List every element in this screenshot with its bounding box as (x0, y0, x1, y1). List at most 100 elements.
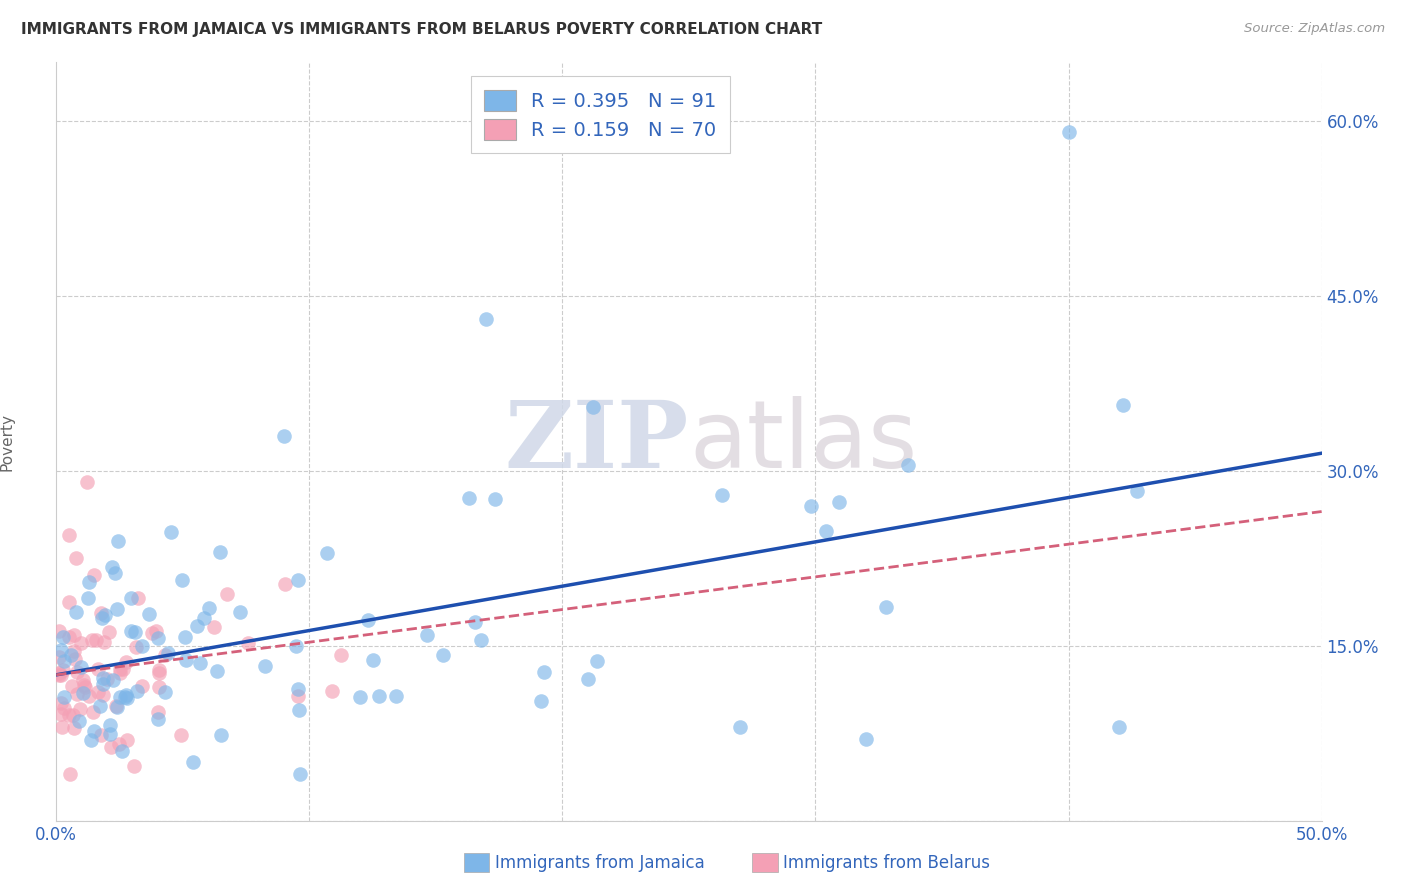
Point (153, 648, 176, 662)
Point (58, 708, 80, 723)
Point (1112, 398, 1135, 412)
Point (115, 655, 138, 669)
Point (125, 683, 148, 698)
Point (101, 560, 124, 574)
Point (51, 720, 73, 734)
Point (90, 728, 112, 742)
Point (69, 714, 91, 728)
Point (115, 688, 138, 702)
Point (146, 712, 169, 726)
Text: Immigrants from Belarus: Immigrants from Belarus (783, 854, 990, 871)
Point (69, 659, 91, 673)
Point (93, 676, 115, 690)
Point (131, 679, 153, 693)
Point (273, 428, 295, 442)
Point (484, 491, 506, 506)
Point (49, 706, 72, 721)
Point (148, 680, 170, 694)
Point (105, 699, 128, 714)
Point (457, 491, 479, 505)
Point (53, 701, 76, 715)
Point (470, 632, 492, 647)
Point (114, 690, 136, 704)
Point (316, 546, 339, 560)
Point (52, 654, 75, 668)
Point (48, 668, 70, 682)
Point (120, 624, 142, 638)
Point (60, 679, 83, 693)
Point (72, 685, 94, 699)
Point (287, 681, 309, 696)
Legend: R = 0.395   N = 91, R = 0.159   N = 70: R = 0.395 N = 91, R = 0.159 N = 70 (471, 76, 730, 153)
Point (115, 690, 138, 705)
Point (91, 611, 114, 625)
Point (828, 495, 851, 509)
Point (63, 651, 86, 665)
Point (186, 619, 208, 633)
Point (530, 694, 553, 708)
Point (73, 680, 96, 694)
Point (96, 672, 118, 686)
Point (79, 732, 101, 747)
Point (153, 685, 176, 699)
Point (91, 671, 114, 685)
Point (48, 666, 70, 681)
Point (288, 703, 311, 717)
Point (357, 613, 380, 627)
Point (58, 595, 80, 609)
Point (122, 758, 145, 772)
Point (63, 721, 86, 735)
Point (53, 690, 76, 705)
Point (193, 610, 215, 624)
Point (576, 672, 599, 686)
Point (94, 608, 117, 623)
Point (69, 702, 91, 716)
Point (198, 600, 221, 615)
Point (127, 591, 149, 606)
Point (52, 631, 75, 645)
Point (58, 631, 80, 645)
Point (176, 652, 198, 666)
Point (464, 615, 486, 630)
Point (104, 566, 127, 580)
Point (70, 636, 93, 650)
Point (89, 699, 111, 714)
Point (287, 573, 309, 587)
Point (51, 642, 73, 657)
Point (82, 705, 104, 719)
Point (800, 499, 823, 513)
Point (62, 708, 84, 723)
Point (108, 665, 131, 680)
Point (432, 648, 454, 662)
Point (181, 755, 204, 769)
Point (170, 728, 193, 742)
Point (105, 601, 128, 615)
Point (66, 665, 89, 679)
Point (288, 767, 311, 781)
Point (145, 624, 167, 638)
Point (108, 662, 131, 676)
Text: ZIP: ZIP (505, 397, 689, 486)
Point (148, 666, 170, 681)
Point (101, 673, 124, 687)
Text: Source: ZipAtlas.com: Source: ZipAtlas.com (1244, 22, 1385, 36)
Point (188, 656, 211, 670)
Point (205, 664, 228, 678)
Point (100, 718, 122, 732)
Point (83, 724, 105, 739)
Point (173, 630, 195, 644)
Point (141, 625, 163, 640)
Point (170, 573, 193, 587)
Point (329, 648, 352, 663)
Point (83, 568, 105, 582)
Point (367, 689, 389, 703)
Point (146, 706, 169, 720)
Point (48, 650, 70, 665)
Point (1108, 720, 1130, 734)
Point (84, 633, 107, 648)
Point (120, 591, 142, 605)
Point (80, 632, 103, 647)
Point (586, 654, 609, 668)
Point (209, 728, 232, 742)
Point (217, 587, 239, 601)
